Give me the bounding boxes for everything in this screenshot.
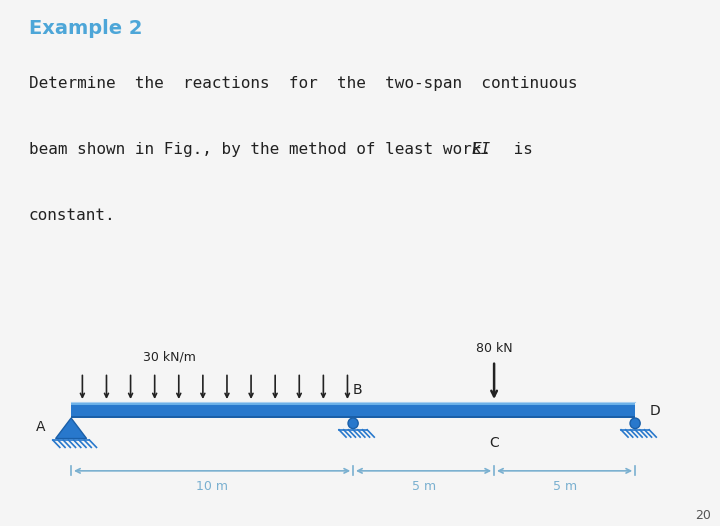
Text: 5 m: 5 m xyxy=(552,480,577,493)
Text: 5 m: 5 m xyxy=(412,480,436,493)
Text: C: C xyxy=(489,436,499,450)
Text: 10 m: 10 m xyxy=(196,480,228,493)
Text: Example 2: Example 2 xyxy=(29,19,143,38)
Text: A: A xyxy=(36,420,46,434)
FancyBboxPatch shape xyxy=(71,402,635,418)
Text: beam shown in Fig., by the method of least work.: beam shown in Fig., by the method of lea… xyxy=(29,142,500,157)
Circle shape xyxy=(348,418,358,429)
Text: constant.: constant. xyxy=(29,208,115,224)
Text: D: D xyxy=(649,403,660,418)
Text: Determine  the  reactions  for  the  two-span  continuous: Determine the reactions for the two-span… xyxy=(29,76,577,91)
Polygon shape xyxy=(55,418,86,439)
Text: is: is xyxy=(504,142,533,157)
Circle shape xyxy=(630,418,640,429)
FancyBboxPatch shape xyxy=(71,402,635,406)
Text: B: B xyxy=(353,383,363,398)
Text: EI: EI xyxy=(472,142,491,157)
FancyBboxPatch shape xyxy=(71,404,635,416)
Text: 30 kN/m: 30 kN/m xyxy=(143,351,197,364)
Text: 80 kN: 80 kN xyxy=(476,342,513,355)
Text: 20: 20 xyxy=(696,509,711,522)
